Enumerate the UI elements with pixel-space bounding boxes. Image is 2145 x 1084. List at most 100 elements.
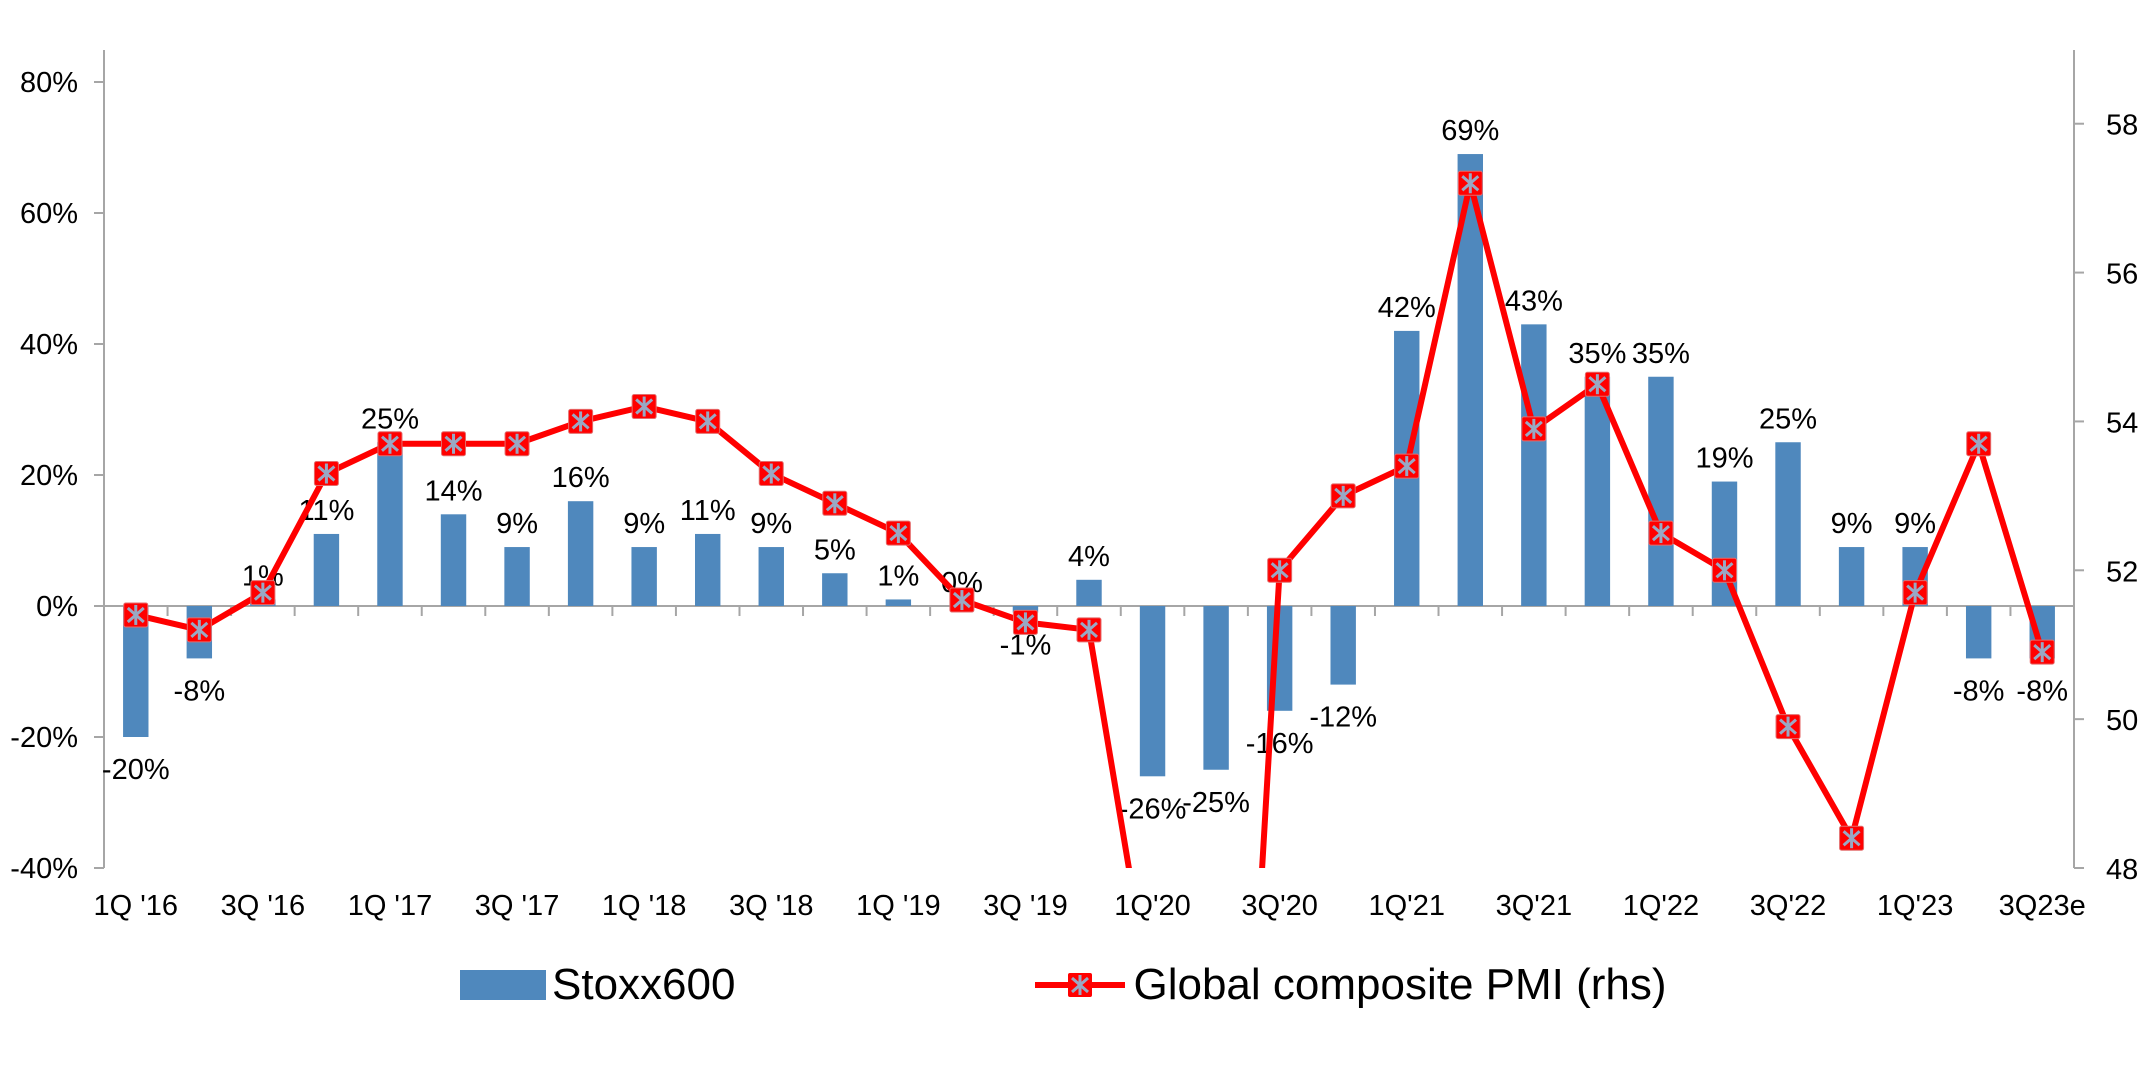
bar bbox=[1521, 324, 1547, 606]
pmi-marker bbox=[1584, 371, 1610, 397]
bar-data-label: -8% bbox=[174, 675, 226, 707]
bar-data-label: 9% bbox=[1894, 508, 1936, 540]
bar bbox=[504, 547, 530, 606]
bar bbox=[1139, 606, 1166, 777]
left-axis-tick-label: -20% bbox=[10, 722, 78, 754]
bar bbox=[695, 533, 721, 606]
x-axis-tick-label: 1Q'20 bbox=[1114, 890, 1190, 922]
bar-data-label: 9% bbox=[623, 508, 665, 540]
bar-data-label: 25% bbox=[361, 403, 419, 435]
right-axis-tick-label: 58 bbox=[2106, 110, 2138, 142]
pmi-marker bbox=[1330, 483, 1356, 509]
bar-data-label: -16% bbox=[1246, 728, 1314, 760]
legend-label-stoxx600: Stoxx600 bbox=[552, 960, 736, 1009]
pmi-marker bbox=[1012, 609, 1038, 635]
left-axis-tick-label: 80% bbox=[20, 67, 78, 99]
pmi-line-series bbox=[123, 170, 2055, 868]
bar-data-label: 42% bbox=[1378, 292, 1436, 324]
pmi-marker bbox=[1775, 714, 1801, 740]
x-axis-tick-label: 3Q '16 bbox=[221, 890, 306, 922]
pmi-marker bbox=[1839, 825, 1865, 851]
bar-data-label: -20% bbox=[102, 754, 170, 786]
bar bbox=[1965, 606, 1992, 659]
bar bbox=[885, 599, 912, 606]
x-axis-tick-label: 3Q'21 bbox=[1496, 890, 1572, 922]
left-axis-tick-label: 40% bbox=[20, 329, 78, 361]
bar bbox=[377, 442, 403, 606]
left-axis-tick-label: 0% bbox=[36, 591, 78, 623]
x-axis-tick-label: 1Q'22 bbox=[1623, 890, 1699, 922]
line-marker-swatch-icon bbox=[1035, 965, 1126, 1005]
bar bbox=[822, 573, 848, 606]
right-axis-tick-label: 56 bbox=[2106, 259, 2138, 291]
bar bbox=[1775, 442, 1801, 606]
bar bbox=[567, 501, 594, 606]
pmi-marker bbox=[441, 431, 467, 457]
pmi-marker bbox=[313, 461, 339, 487]
x-axis-tick-label: 1Q '19 bbox=[856, 890, 941, 922]
bar bbox=[1012, 606, 1039, 613]
right-axis-tick-label: 52 bbox=[2106, 556, 2138, 588]
x-axis-tick-label: 1Q'23 bbox=[1877, 890, 1953, 922]
pmi-marker bbox=[1267, 557, 1293, 583]
pmi-marker bbox=[1521, 416, 1547, 442]
right-axis-tick-label: 54 bbox=[2106, 407, 2138, 439]
pmi-marker bbox=[1457, 170, 1483, 196]
pmi-marker bbox=[1902, 580, 1928, 606]
bar bbox=[1076, 579, 1102, 606]
bar-data-label: 9% bbox=[496, 508, 538, 540]
legend-label-pmi: Global composite PMI (rhs) bbox=[1133, 960, 1667, 1009]
bar bbox=[1584, 376, 1611, 606]
pmi-marker bbox=[1076, 617, 1102, 643]
right-axis-tick-label: 50 bbox=[2106, 705, 2138, 737]
left-axis-tick-label: -40% bbox=[10, 853, 78, 885]
legend-item-stoxx600: Stoxx600 bbox=[460, 960, 735, 1010]
x-axis-tick-label: 3Q'20 bbox=[1241, 890, 1317, 922]
pmi-marker bbox=[1394, 453, 1420, 479]
bar-data-label: 69% bbox=[1441, 115, 1499, 147]
pmi-marker bbox=[568, 408, 594, 434]
bar-data-label: 4% bbox=[1068, 541, 1110, 573]
bar-data-label: -12% bbox=[1309, 702, 1377, 734]
left-axis-tick-label: 20% bbox=[20, 460, 78, 492]
x-axis-tick-label: 3Q '18 bbox=[729, 890, 814, 922]
bar-data-label: 19% bbox=[1695, 443, 1753, 475]
pmi-marker bbox=[123, 602, 149, 628]
x-axis-tick-label: 1Q'21 bbox=[1368, 890, 1444, 922]
bar bbox=[1203, 606, 1229, 770]
bars bbox=[123, 154, 2055, 777]
bar-data-label: 5% bbox=[814, 534, 856, 566]
pmi-marker bbox=[186, 617, 212, 643]
x-axis-tick-label: 1Q '16 bbox=[94, 890, 179, 922]
pmi-marker bbox=[1966, 431, 1992, 457]
bar-data-label: 35% bbox=[1632, 338, 1690, 370]
bar-data-label: 14% bbox=[424, 475, 482, 507]
x-axis-tick-label: 1Q '17 bbox=[348, 890, 433, 922]
bar bbox=[1838, 547, 1865, 606]
x-axis-tick-label: 3Q '19 bbox=[983, 890, 1068, 922]
bar bbox=[440, 514, 467, 606]
bar bbox=[758, 547, 784, 606]
bar-data-label: 35% bbox=[1568, 338, 1626, 370]
bar-data-label: 16% bbox=[552, 462, 610, 494]
pmi-marker bbox=[695, 408, 721, 434]
right-axis-tick-label: 48 bbox=[2106, 854, 2138, 886]
pmi-marker bbox=[1648, 520, 1674, 546]
legend: Stoxx600 Global composite PMI (rhs) bbox=[460, 960, 1667, 1010]
bar bbox=[631, 547, 657, 606]
bar-data-label: -26% bbox=[1119, 793, 1187, 825]
x-axis-tick-label: 3Q23e bbox=[1999, 890, 2086, 922]
bar-data-label: 1% bbox=[877, 560, 919, 592]
bar-data-label: 43% bbox=[1505, 285, 1563, 317]
pmi-marker bbox=[885, 520, 911, 546]
bar-data-label: 9% bbox=[1831, 508, 1873, 540]
bar-data-label: 25% bbox=[1759, 403, 1817, 435]
pmi-marker bbox=[949, 587, 975, 613]
bar bbox=[123, 606, 149, 737]
x-axis-tick-label: 3Q '17 bbox=[475, 890, 560, 922]
bar-data-label: -8% bbox=[1953, 675, 2005, 707]
pmi-marker bbox=[2029, 639, 2055, 665]
pmi-marker bbox=[758, 461, 784, 487]
bar bbox=[313, 533, 340, 606]
